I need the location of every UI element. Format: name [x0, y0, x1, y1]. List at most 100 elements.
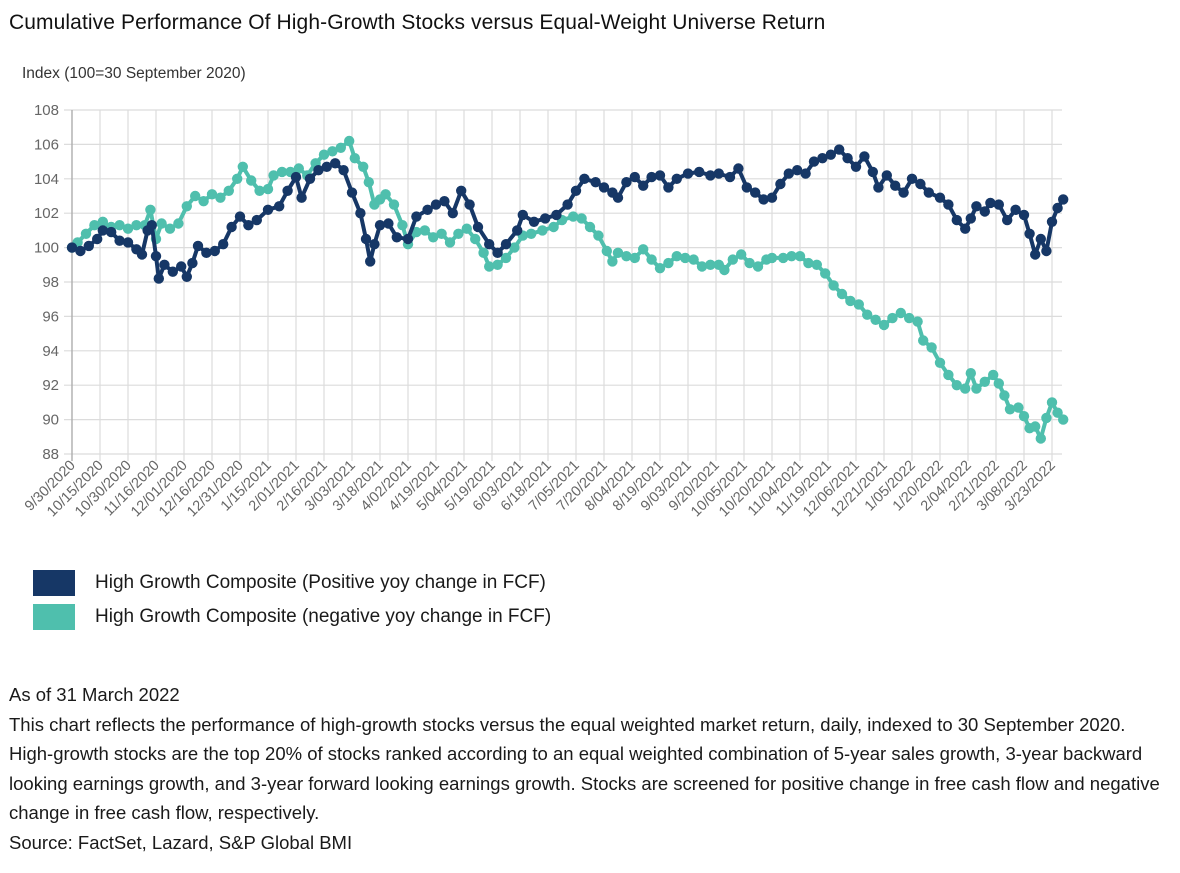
- data-point: [836, 288, 848, 300]
- data-point: [218, 239, 229, 250]
- data-point: [918, 335, 929, 346]
- data-point: [794, 251, 806, 262]
- data-point: [209, 245, 220, 257]
- data-point: [778, 252, 789, 264]
- data-point: [590, 177, 601, 188]
- data-point: [374, 220, 386, 231]
- data-point: [439, 196, 450, 207]
- data-point: [181, 201, 192, 212]
- data-point: [290, 171, 302, 183]
- data-point: [867, 166, 878, 178]
- data-point: [1004, 404, 1016, 415]
- data-point: [766, 252, 778, 264]
- data-point: [951, 380, 962, 391]
- data-point: [114, 235, 125, 246]
- data-point: [391, 232, 402, 243]
- data-point: [1058, 414, 1069, 425]
- legend-item-negative-fcf[interactable]: High Growth Composite (negative yoy chan…: [33, 600, 551, 634]
- x-axis-ticks: 9/30/202010/15/202010/30/202011/16/20201…: [22, 458, 1059, 521]
- data-point: [750, 187, 761, 198]
- y-tick-label: 88: [42, 446, 59, 463]
- data-point: [181, 271, 192, 282]
- data-point: [383, 218, 394, 229]
- data-point: [671, 251, 682, 262]
- data-point: [512, 225, 523, 236]
- data-point: [593, 230, 604, 241]
- data-point: [411, 226, 422, 238]
- data-point: [131, 220, 142, 231]
- y-tick-label: 100: [34, 240, 59, 257]
- data-point: [153, 273, 164, 284]
- data-point: [470, 233, 481, 245]
- data-point: [817, 153, 828, 164]
- data-point: [719, 264, 730, 276]
- data-point: [338, 165, 349, 176]
- data-point: [612, 247, 624, 258]
- data-point: [1046, 216, 1058, 227]
- data-point: [999, 390, 1010, 401]
- data-point: [176, 261, 187, 272]
- chart-description: This chart reflects the performance of h…: [9, 713, 1160, 824]
- data-point: [621, 251, 632, 262]
- data-point: [870, 314, 881, 325]
- data-point: [744, 257, 755, 269]
- data-point: [825, 149, 836, 160]
- data-point: [568, 211, 579, 222]
- data-point: [881, 170, 892, 181]
- data-point: [576, 213, 587, 224]
- data-point: [1018, 411, 1030, 422]
- data-point: [276, 166, 288, 178]
- data-point: [517, 209, 528, 221]
- data-point: [1035, 433, 1047, 444]
- data-point: [262, 204, 274, 215]
- y-tick-label: 102: [34, 205, 59, 222]
- legend-item-positive-fcf[interactable]: High Growth Composite (Positive yoy chan…: [33, 566, 551, 600]
- data-point: [562, 199, 573, 210]
- data-point: [478, 247, 489, 258]
- data-point: [537, 225, 548, 236]
- y-tick-label: 98: [42, 274, 59, 291]
- data-point: [243, 220, 254, 231]
- data-point: [850, 161, 862, 172]
- data-point: [654, 170, 666, 181]
- data-point: [853, 299, 864, 310]
- data-point: [570, 185, 582, 196]
- data-point: [775, 178, 786, 190]
- data-point: [887, 312, 898, 324]
- legend-swatch-positive: [33, 570, 75, 596]
- data-point: [934, 192, 946, 203]
- data-point: [97, 216, 109, 227]
- data-point: [360, 233, 372, 245]
- data-point: [330, 158, 341, 169]
- data-point: [436, 228, 447, 239]
- data-point: [346, 187, 358, 198]
- data-point: [1024, 228, 1035, 239]
- data-point: [80, 228, 92, 239]
- y-axis-label: Index (100=30 September 2020): [22, 65, 246, 82]
- data-point: [904, 312, 915, 324]
- data-point: [146, 220, 157, 231]
- data-point: [859, 151, 870, 162]
- y-tick-label: 92: [42, 377, 59, 394]
- data-point: [890, 180, 901, 191]
- data-point: [752, 261, 764, 272]
- data-point: [873, 182, 884, 193]
- as-of-date: As of 31 March 2022: [9, 684, 180, 705]
- data-point: [741, 182, 752, 193]
- data-point: [380, 189, 391, 200]
- data-point: [500, 252, 512, 264]
- data-point: [1030, 249, 1041, 260]
- data-point: [447, 208, 458, 219]
- source-note: Source: FactSet, Lazard, S&P Global BMI: [9, 831, 353, 853]
- data-point: [293, 163, 304, 174]
- data-point: [1041, 412, 1052, 424]
- series-group: [66, 135, 1069, 444]
- data-point: [1030, 421, 1041, 432]
- data-point: [960, 223, 971, 234]
- data-point: [226, 221, 237, 233]
- data-point: [671, 173, 682, 184]
- data-point: [607, 256, 618, 267]
- data-point: [988, 369, 999, 381]
- legend-label-negative: High Growth Composite (negative yoy chan…: [95, 606, 552, 627]
- data-point: [993, 378, 1004, 389]
